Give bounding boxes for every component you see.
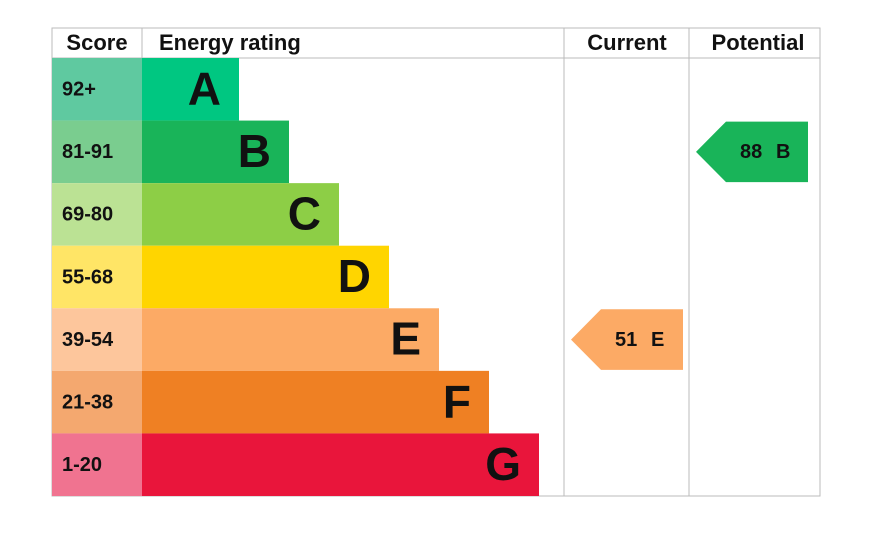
score-cell [52, 308, 142, 371]
score-cell [52, 433, 142, 496]
rating-bar [142, 433, 539, 496]
header-rating: Energy rating [159, 30, 301, 55]
score-label: 69-80 [62, 204, 113, 226]
current-letter: E [651, 329, 664, 351]
rating-bar [142, 58, 239, 121]
score-label: 81-91 [62, 141, 113, 163]
rating-bar [142, 120, 289, 184]
rating-bar [142, 245, 389, 309]
rating-bar [142, 183, 339, 246]
rating-bar [142, 308, 439, 371]
score-label: 39-54 [62, 329, 114, 351]
score-cell [52, 370, 142, 434]
score-label: 1-20 [62, 454, 102, 476]
rating-letter: D [338, 250, 371, 302]
rating-letter: F [443, 375, 471, 427]
score-cell [52, 58, 142, 121]
score-label: 21-38 [62, 391, 113, 413]
rating-letter: E [390, 313, 421, 365]
score-label: 92+ [62, 79, 96, 101]
potential-value: 88 [740, 141, 762, 163]
current-value: 51 [615, 329, 637, 351]
rating-bar [142, 370, 489, 434]
header-current: Current [587, 30, 667, 55]
potential-arrow [696, 121, 808, 183]
header-potential: Potential [712, 30, 805, 55]
score-label: 55-68 [62, 266, 113, 288]
score-cell [52, 183, 142, 246]
rating-letter: G [485, 438, 521, 490]
rating-letter: A [188, 62, 221, 114]
potential-letter: B [776, 141, 790, 163]
score-cell [52, 245, 142, 309]
current-arrow [571, 309, 683, 370]
rating-letter: B [238, 125, 271, 177]
header-score: Score [66, 30, 127, 55]
rating-letter: C [288, 188, 321, 240]
score-cell [52, 120, 142, 184]
